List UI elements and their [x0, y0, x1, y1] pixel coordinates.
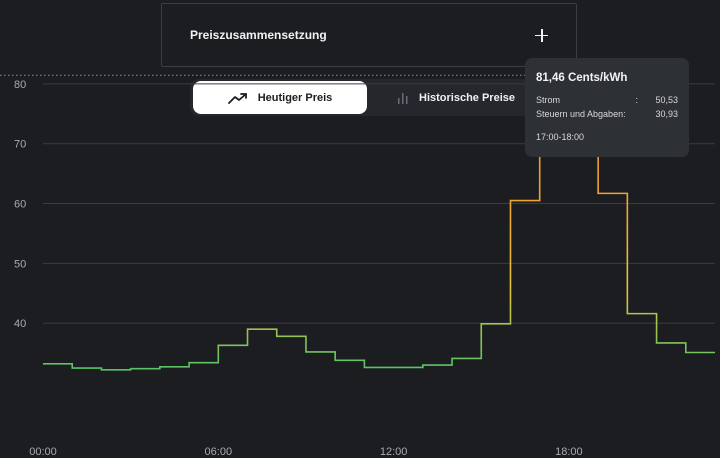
y-tick-label: 60 — [14, 199, 26, 211]
x-tick-label: 18:00 — [555, 446, 583, 458]
tab-current-price[interactable]: Heutiger Preis — [193, 81, 367, 114]
y-tick-label: 50 — [14, 258, 26, 270]
tooltip-value: 30,93 — [655, 109, 678, 119]
tooltip-price: 81,46 Cents/kWh — [536, 72, 628, 84]
x-tick-label: 06:00 — [205, 446, 233, 458]
accordion-title: Preiszusammensetzung — [190, 28, 327, 42]
y-tick-label: 40 — [14, 318, 26, 330]
tooltip-row-strom: Strom : 50,53 — [536, 93, 678, 107]
bar-chart-icon — [397, 92, 409, 104]
tab-historic-prices-label: Historische Preise — [419, 91, 515, 104]
tooltip-colon: : — [635, 95, 638, 105]
price-tooltip: 81,46 Cents/kWh Strom : 50,53 Steuern un… — [525, 58, 689, 157]
y-tick-label: 70 — [14, 139, 26, 151]
x-tick-label: 00:00 — [29, 446, 57, 458]
plus-icon[interactable] — [535, 28, 548, 42]
tab-historic-prices[interactable]: Historische Preise — [370, 81, 542, 114]
trend-up-icon — [227, 92, 248, 104]
tooltip-label: Strom — [536, 95, 561, 105]
tab-current-price-label: Heutiger Preis — [257, 91, 333, 104]
tooltip-label: Steuern und Abgaben: — [536, 109, 626, 119]
x-tick-label: 12:00 — [380, 446, 408, 458]
y-tick-label: 80 — [14, 79, 26, 91]
price-composition-accordion[interactable]: Preiszusammensetzung — [161, 3, 577, 67]
price-view-toggle: Heutiger Preis Historische Preise — [190, 79, 545, 116]
tooltip-time: 17:00-18:00 — [536, 132, 585, 142]
tooltip-row-taxes: Steuern und Abgaben: 30,93 — [536, 107, 678, 121]
tooltip-value: 50,53 — [655, 95, 678, 105]
price-series-line — [43, 74, 715, 371]
